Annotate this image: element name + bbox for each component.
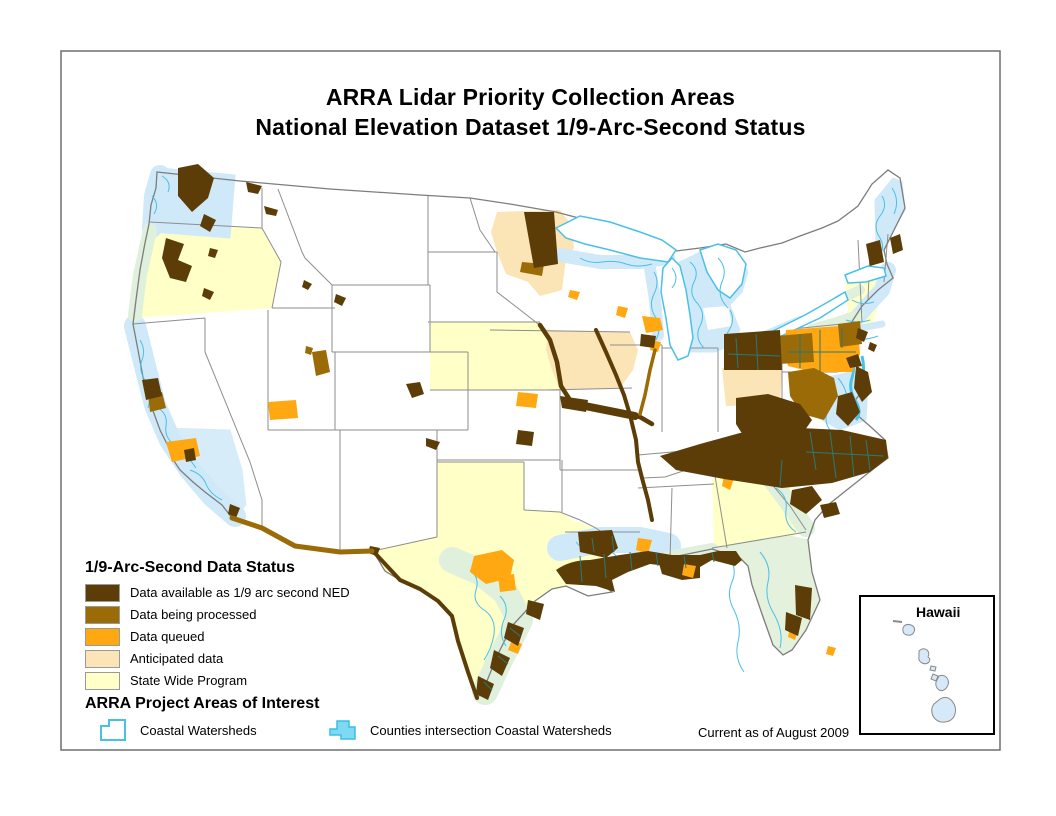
river-traces-medium [229,348,657,555]
project-areas-item: Counties intersection Coastal Watersheds [328,717,612,744]
county-outlines-teal [483,328,885,691]
counties-intersection-icon [329,720,356,740]
legend-item: Data queued [85,627,645,646]
legend: 1/9-Arc-Second Data Status Data availabl… [85,559,645,749]
legend-swatch-data-queued [85,627,120,646]
legend-item-label: Data queued [130,628,205,644]
legend-item-label: State Wide Program [130,672,248,688]
legend-item: State Wide Program [85,671,645,690]
legend-item-label: Data available as 1/9 arc second NED [130,584,350,600]
legend-swatch-being-processed [85,605,120,624]
project-areas-item-label: Counties intersection Coastal Watersheds [370,722,612,738]
nation-outline [132,169,906,701]
legend-swatch-statewide-program [85,671,120,690]
legend-item: Data being processed [85,605,645,624]
legend-swatch-anticipated-data [85,649,120,668]
river-traces-dark [371,322,655,700]
legend-item: Data available as 1/9 arc second NED [85,583,645,602]
project-areas-item-label: Coastal Watersheds [140,722,257,738]
legend-heading: 1/9-Arc-Second Data Status [85,559,295,576]
legend-item-label: Data being processed [130,606,257,622]
hawaii-inset-label: Hawaii [916,604,961,620]
legend-item-label: Anticipated data [130,650,224,666]
map-title: ARRA Lidar Priority Collection Areas Nat… [61,82,1000,142]
project-areas-heading: ARRA Project Areas of Interest [85,695,320,712]
legend-item: Anticipated data [85,649,645,668]
map-title-line2: National Elevation Dataset 1/9-Arc-Secon… [255,114,806,140]
coastal-watersheds-icon [100,719,126,741]
currency-note: Current as of August 2009 [698,725,850,740]
map-frame [60,50,1001,751]
project-areas-item: Coastal Watersheds [98,717,257,744]
project-areas-row: Coastal Watersheds Counties intersection… [85,717,645,749]
hawaii-inset [859,595,995,735]
map-title-line1: ARRA Lidar Priority Collection Areas [325,84,736,110]
legend-swatch-data-available [85,583,120,602]
